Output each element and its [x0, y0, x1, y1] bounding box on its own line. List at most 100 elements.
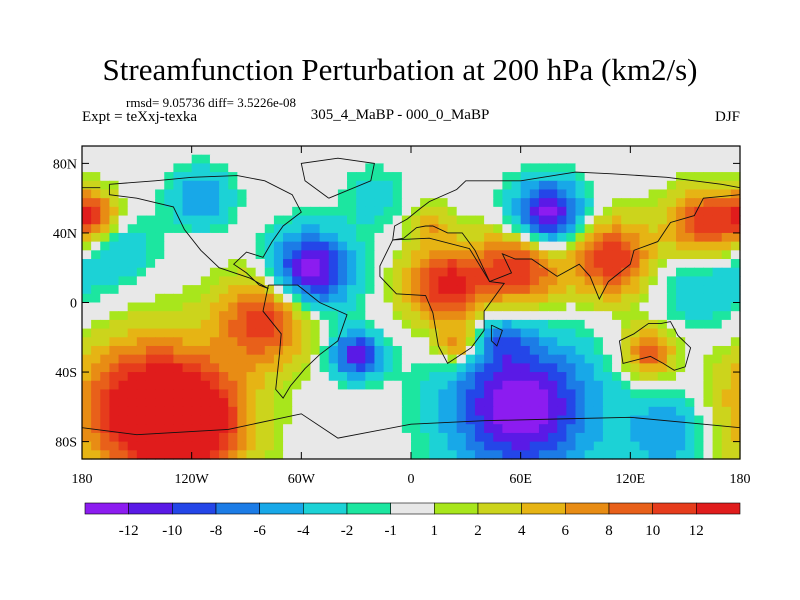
field-cell: [712, 380, 723, 391]
field-cell: [173, 215, 184, 225]
field-cell: [237, 354, 248, 364]
field-cell: [429, 345, 440, 356]
field-cell: [465, 319, 476, 330]
field-cell: [484, 345, 494, 356]
field-cell: [429, 398, 440, 408]
field-cell: [392, 206, 403, 217]
field-cell: [118, 241, 129, 251]
field-cell: [484, 241, 494, 251]
field-cell: [712, 432, 723, 443]
field-cell: [273, 232, 284, 243]
field-cell: [264, 337, 275, 347]
field-cell: [730, 267, 741, 278]
field-cell: [411, 232, 421, 243]
field-cell: [91, 267, 101, 278]
field-cell: [666, 154, 677, 164]
field-cell: [127, 215, 138, 225]
field-cell: [401, 267, 412, 278]
field-cell: [164, 163, 174, 173]
field-cell: [191, 241, 202, 251]
field-cell: [347, 206, 357, 217]
field-cell: [639, 276, 650, 286]
field-cell: [721, 372, 732, 382]
field-cell: [200, 432, 211, 443]
colorbar-swatch: [303, 502, 348, 515]
field-cell: [82, 363, 92, 373]
field-cell: [648, 354, 659, 364]
field-cell: [228, 450, 238, 460]
field-cell: [155, 311, 165, 321]
field-cell: [474, 424, 485, 434]
field-cell: [383, 267, 394, 278]
field-cell: [100, 345, 111, 356]
field-cell: [100, 146, 111, 156]
field-cell: [447, 250, 458, 260]
field-cell: [584, 328, 595, 338]
field-cell: [246, 267, 257, 278]
field-cell: [301, 224, 312, 234]
field-cell: [730, 450, 741, 460]
field-cell: [685, 319, 695, 330]
field-cell: [593, 441, 604, 451]
field-cell: [612, 424, 622, 434]
field-cell: [703, 380, 714, 391]
field-cell: [639, 311, 650, 321]
field-cell: [401, 441, 412, 451]
field-cell: [511, 224, 522, 234]
field-cell: [721, 293, 732, 304]
field-cell: [273, 189, 284, 199]
field-cell: [237, 450, 248, 460]
field-cell: [511, 337, 522, 347]
field-cell: [383, 450, 394, 460]
field-cell: [264, 345, 275, 356]
field-cell: [164, 146, 174, 156]
field-cell: [575, 328, 586, 338]
field-cell: [420, 189, 430, 199]
field-cell: [465, 424, 476, 434]
field-cell: [401, 380, 412, 391]
field-cell: [703, 267, 714, 278]
field-cell: [173, 250, 184, 260]
field-cell: [164, 450, 174, 460]
field-cell: [337, 398, 348, 408]
field-cell: [474, 450, 485, 460]
field-cell: [310, 224, 321, 234]
field-cell: [319, 406, 330, 417]
field-cell: [365, 172, 376, 182]
field-cell: [411, 432, 421, 443]
field-cell: [493, 293, 503, 304]
field-cell: [474, 441, 485, 451]
field-cell: [593, 354, 604, 364]
field-cell: [255, 424, 266, 434]
field-cell: [264, 215, 275, 225]
field-cell: [538, 441, 549, 451]
field-cell: [328, 398, 339, 408]
field-cell: [493, 406, 503, 417]
field-cell: [155, 363, 165, 373]
field-cell: [356, 285, 366, 295]
field-cell: [219, 389, 229, 399]
field-cell: [584, 302, 595, 312]
field-cell: [383, 206, 394, 217]
field-cell: [493, 389, 503, 399]
field-cell: [383, 311, 394, 321]
field-cell: [118, 345, 129, 356]
field-cell: [319, 250, 330, 260]
field-cell: [283, 432, 293, 443]
field-cell: [136, 206, 147, 217]
field-cell: [328, 450, 339, 460]
field-cell: [566, 224, 577, 234]
field-cell: [447, 215, 458, 225]
field-cell: [639, 146, 650, 156]
field-cell: [219, 432, 229, 443]
field-cell: [319, 293, 330, 304]
field-cell: [566, 302, 577, 312]
field-cell: [465, 259, 476, 269]
field-cell: [420, 241, 430, 251]
field-cell: [301, 432, 312, 443]
field-cell: [301, 215, 312, 225]
field-cell: [520, 189, 531, 199]
field-cell: [493, 241, 503, 251]
field-cell: [347, 450, 357, 460]
field-cell: [685, 354, 695, 364]
